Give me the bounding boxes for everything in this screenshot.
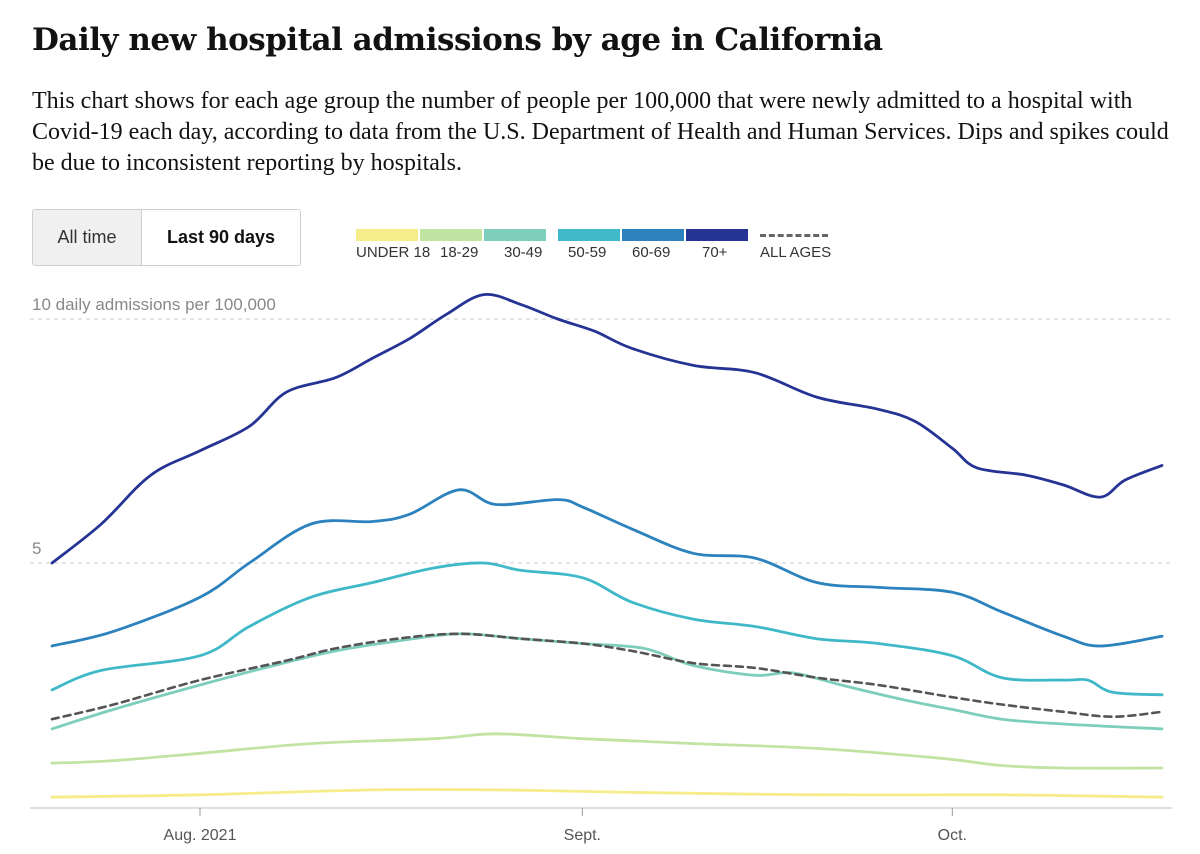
series-line-60-69: [50, 488, 1164, 648]
legend-swatch-70-plus: [686, 229, 748, 241]
legend-label-50-59: 50-59: [568, 244, 607, 261]
legend-label-under-18: UNDER 18: [356, 244, 431, 261]
series-lines: [50, 292, 1164, 799]
series-line-18-29: [50, 732, 1164, 770]
grid-lines: 10 daily admissions per 100,000 5: [30, 295, 1172, 564]
y-tick-label: 5: [32, 539, 41, 558]
legend-swatch-under-18: [356, 229, 418, 241]
y-tick-label: 10 daily admissions per 100,000: [32, 295, 276, 314]
legend-swatch-18-29: [420, 229, 482, 241]
legend-swatch-all-ages: [760, 234, 828, 237]
line-chart: 10 daily admissions per 100,000 5 Aug. 20…: [30, 292, 1172, 844]
series-line-all-ages: [50, 632, 1164, 721]
all-time-button[interactable]: All time: [33, 210, 142, 265]
series-line-70-plus: [50, 292, 1164, 565]
legend-label-30-49: 30-49: [504, 244, 543, 261]
chart-title: Daily new hospital admissions by age in …: [32, 22, 883, 58]
legend-label-all-ages: ALL AGES: [760, 244, 832, 261]
series-line-50-59: [50, 561, 1164, 697]
legend: UNDER 18 18-29 30-49 50-59 60-69 70+ ALL…: [356, 229, 856, 269]
legend-label-18-29: 18-29: [440, 244, 479, 261]
x-tick-label: Sept.: [564, 827, 601, 844]
legend-swatch-60-69: [622, 229, 684, 241]
legend-label-70-plus: 70+: [702, 244, 728, 261]
legend-swatch-30-49: [484, 229, 546, 241]
legend-swatch-50-59: [558, 229, 620, 241]
series-line-under-18: [50, 788, 1164, 799]
series-line-30-49: [50, 632, 1164, 731]
x-tick-label: Oct.: [938, 827, 967, 844]
legend-label-60-69: 60-69: [632, 244, 671, 261]
time-range-toggle: All time Last 90 days: [32, 209, 301, 266]
chart-subtitle: This chart shows for each age group the …: [32, 88, 1169, 176]
last-90-days-button[interactable]: Last 90 days: [142, 210, 300, 265]
x-axis: Aug. 2021 Sept. Oct.: [30, 807, 1172, 844]
x-tick-label: Aug. 2021: [164, 827, 237, 844]
